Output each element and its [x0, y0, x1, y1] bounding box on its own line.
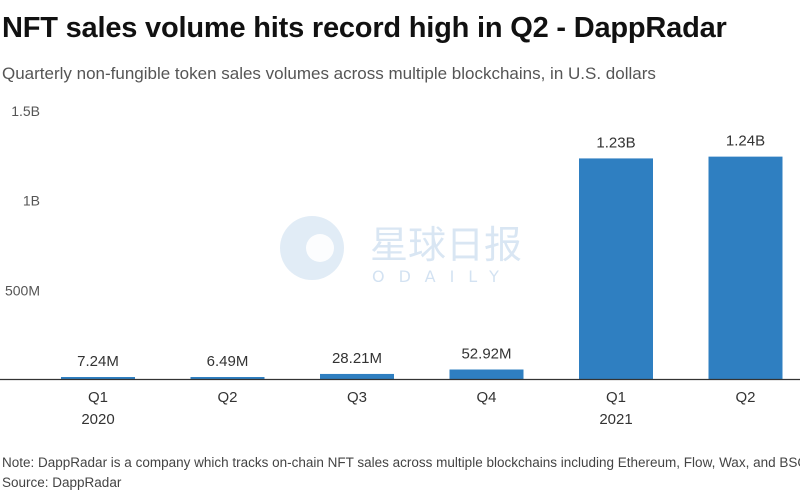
bar	[579, 158, 653, 379]
bar	[449, 369, 524, 379]
x-group-label: 2020	[81, 411, 114, 428]
chart-subtitle: Quarterly non-fungible token sales volum…	[2, 64, 656, 83]
y-tick-label: 1.5B	[11, 103, 40, 119]
bar	[190, 377, 265, 379]
x-tick-label: Q1	[88, 389, 108, 406]
x-axis: Q1 2020 Q2 Q3 Q4 Q1 2021 Q2	[81, 389, 755, 428]
x-tick-label: Q4	[476, 389, 496, 406]
bar-value-label: 1.23B	[596, 134, 635, 151]
bar	[320, 373, 394, 379]
x-tick-label: Q2	[735, 389, 755, 406]
y-axis: 500M 1B 1.5B	[5, 103, 40, 298]
bars	[61, 156, 783, 379]
chart-title: NFT sales volume hits record high in Q2 …	[2, 12, 727, 44]
bar	[708, 156, 783, 379]
bar-value-label: 7.24M	[77, 353, 119, 370]
watermark-latin-text: ODAILY	[372, 267, 513, 286]
odaily-logo-icon-inner	[306, 234, 334, 262]
watermark-chinese-text: 星球日报	[370, 223, 522, 267]
bar-value-label: 1.24B	[726, 133, 765, 150]
x-tick-label: Q3	[347, 389, 367, 406]
x-tick-label: Q2	[217, 389, 237, 406]
source-note: Source: DappRadar	[2, 475, 122, 490]
value-labels: 7.24M 6.49M 28.21M 52.92M 1.23B 1.24B	[77, 133, 765, 370]
bar-value-label: 6.49M	[207, 353, 249, 370]
footnote: Note: DappRadar is a company which track…	[2, 455, 800, 470]
x-tick-label: Q1	[606, 389, 626, 406]
bar-value-label: 28.21M	[332, 350, 382, 367]
y-tick-label: 1B	[23, 193, 40, 209]
bar	[61, 377, 135, 379]
y-tick-label: 500M	[5, 282, 40, 298]
bar-value-label: 52.92M	[461, 346, 511, 363]
x-group-label: 2021	[599, 411, 632, 428]
